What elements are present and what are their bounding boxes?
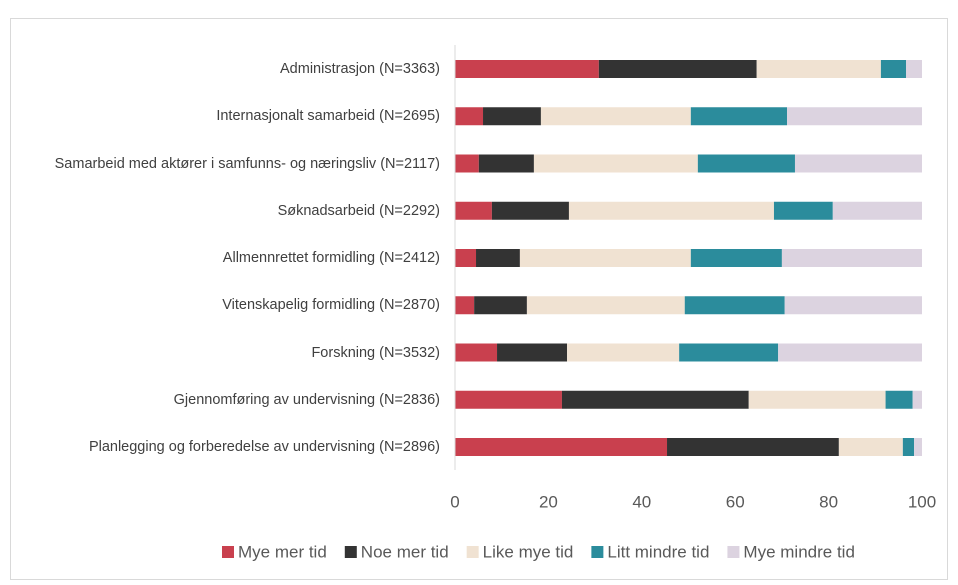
bar-segment — [568, 201, 774, 220]
category-label-text: Internasjonalt samarbeid (N=2695) — [216, 108, 440, 125]
bar-segment — [455, 154, 479, 173]
x-tick-label: 100 — [908, 492, 936, 511]
bar-segment — [491, 201, 569, 220]
legend-label: Mye mer tid — [238, 542, 327, 561]
legend-swatch — [222, 546, 234, 558]
bar-segment — [455, 107, 484, 126]
bar-segment — [455, 249, 477, 267]
bar-segment — [478, 154, 534, 173]
x-tick-label: 60 — [726, 492, 745, 511]
category-label-text: Planlegging og forberedelse av undervisn… — [88, 439, 440, 455]
bar-segment — [756, 60, 881, 78]
bar-segment — [912, 390, 922, 409]
category-label-text: Samarbeid med aktører i samfunns- og nær… — [54, 155, 440, 172]
bar-segment — [690, 249, 782, 267]
bar-segment — [455, 60, 599, 78]
bar-segment — [567, 343, 680, 362]
bar-segment — [778, 343, 922, 362]
bar-segment — [526, 296, 685, 315]
category-label-text: Gjennomføring av undervisning (N=2836) — [173, 391, 440, 408]
bar-segment — [690, 107, 788, 126]
category-label-text: Vitenskapelig formidling (N=2870) — [222, 297, 440, 314]
bar-segment — [598, 60, 757, 78]
category-label: Gjennomføring av undervisning (N=2836) — [10, 390, 440, 410]
legend-swatch — [466, 546, 479, 558]
category-label: Søknadsarbeid (N=2292) — [10, 201, 440, 221]
legend-swatch — [727, 546, 740, 558]
bar-segment — [667, 438, 839, 456]
category-label-text: Allmennrettet formidling (N=2412) — [222, 250, 440, 266]
bar-segment — [561, 390, 749, 409]
bar-segment — [902, 438, 915, 456]
bar-segment — [474, 296, 527, 315]
bar-segment — [784, 296, 922, 315]
bar-segment — [679, 343, 779, 362]
bar-segment — [497, 343, 568, 362]
bar-segment — [787, 107, 922, 126]
bar-segment — [794, 154, 922, 173]
bar-segment — [906, 60, 922, 78]
x-tick-label: 80 — [819, 492, 838, 511]
bar-segment — [455, 343, 498, 362]
bar-segment — [914, 438, 922, 456]
legend-swatch — [591, 546, 604, 558]
x-tick-label: 40 — [632, 492, 651, 511]
legend-label: Like mye tid — [483, 542, 574, 561]
category-label: Forskning (N=3532) — [10, 343, 440, 363]
bar-segment — [832, 201, 922, 220]
bar-segment — [455, 201, 492, 220]
bar-segment — [684, 296, 785, 315]
bar-segment — [455, 390, 562, 409]
bar-segment — [533, 154, 698, 173]
bar-segment — [697, 154, 795, 173]
bar-segment — [781, 249, 922, 267]
bar-segment — [540, 107, 691, 126]
bar-segment — [838, 438, 903, 456]
category-label: Vitenskapelig formidling (N=2870) — [10, 295, 440, 315]
category-label: Administrasjon (N=3363) — [10, 59, 440, 79]
category-label-text: Forskning (N=3532) — [311, 344, 440, 361]
bar-segment — [885, 390, 913, 409]
legend-label: Mye mindre tid — [743, 542, 854, 561]
legend-swatch — [344, 546, 357, 558]
category-label: Samarbeid med aktører i samfunns- og nær… — [10, 154, 440, 174]
bar-segment — [519, 249, 691, 267]
category-label: Internasjonalt samarbeid (N=2695) — [10, 106, 440, 126]
bar-segment — [455, 438, 668, 456]
bar-segment — [748, 390, 886, 409]
category-label: Allmennrettet formidling (N=2412) — [10, 248, 440, 268]
legend-label: Noe mer tid — [361, 542, 449, 561]
bar-segment — [476, 249, 520, 267]
category-label-text: Administrasjon (N=3363) — [280, 61, 440, 77]
bar-segment — [880, 60, 907, 78]
legend-label: Litt mindre tid — [607, 542, 709, 561]
category-label-text: Søknadsarbeid (N=2292) — [277, 202, 440, 219]
bar-segment — [455, 296, 475, 315]
x-tick-label: 0 — [450, 492, 459, 511]
bar-segment — [483, 107, 541, 126]
category-label: Planlegging og forberedelse av undervisn… — [10, 437, 440, 457]
x-tick-label: 20 — [539, 492, 558, 511]
bar-segment — [773, 201, 833, 220]
chart-border — [10, 18, 948, 580]
